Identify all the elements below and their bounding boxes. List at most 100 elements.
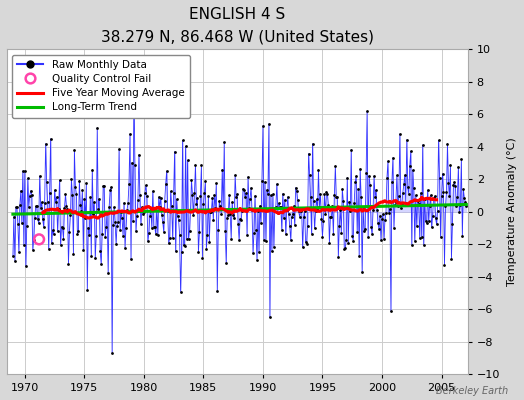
Point bbox=[438, 193, 446, 200]
Point bbox=[178, 137, 187, 144]
Point bbox=[209, 217, 217, 223]
Point bbox=[71, 184, 80, 190]
Point bbox=[242, 190, 250, 196]
Point bbox=[124, 200, 132, 206]
Point bbox=[259, 122, 267, 129]
Point bbox=[384, 158, 392, 164]
Y-axis label: Temperature Anomaly (°C): Temperature Anomaly (°C) bbox=[507, 137, 517, 286]
Point bbox=[178, 249, 186, 256]
Point bbox=[168, 202, 176, 209]
Point bbox=[99, 183, 107, 190]
Point bbox=[308, 140, 316, 147]
Point bbox=[80, 196, 89, 202]
Point bbox=[344, 240, 353, 246]
Point bbox=[72, 190, 81, 197]
Point bbox=[116, 227, 124, 233]
Point bbox=[243, 232, 251, 238]
Point bbox=[34, 215, 42, 222]
Point bbox=[329, 231, 337, 238]
Point bbox=[141, 182, 150, 188]
Point bbox=[410, 185, 418, 191]
Point bbox=[157, 194, 165, 201]
Point bbox=[405, 190, 413, 197]
Point bbox=[444, 180, 453, 186]
Point bbox=[232, 194, 241, 200]
Point bbox=[86, 194, 94, 201]
Point bbox=[433, 208, 442, 214]
Point bbox=[118, 215, 126, 221]
Point bbox=[456, 202, 465, 209]
Point bbox=[366, 182, 374, 188]
Point bbox=[21, 263, 30, 269]
Point bbox=[350, 200, 358, 206]
Point bbox=[290, 222, 299, 228]
Point bbox=[110, 204, 118, 210]
Point bbox=[318, 234, 326, 240]
Point bbox=[35, 236, 43, 242]
Point bbox=[216, 203, 224, 210]
Point bbox=[278, 226, 286, 233]
Point bbox=[287, 236, 295, 243]
Point bbox=[187, 208, 195, 214]
Point bbox=[144, 238, 152, 245]
Point bbox=[439, 188, 447, 195]
Point bbox=[16, 202, 24, 208]
Point bbox=[263, 186, 271, 193]
Point bbox=[293, 197, 302, 203]
Point bbox=[288, 214, 296, 220]
Point bbox=[360, 228, 368, 234]
Point bbox=[217, 210, 225, 217]
Point bbox=[121, 244, 129, 251]
Point bbox=[251, 192, 259, 199]
Point bbox=[197, 162, 205, 168]
Point bbox=[300, 208, 309, 214]
Point bbox=[202, 246, 211, 252]
Point bbox=[15, 249, 23, 256]
Point bbox=[215, 198, 223, 204]
Point bbox=[229, 211, 237, 218]
Point bbox=[87, 252, 95, 259]
Point bbox=[123, 207, 131, 213]
Point bbox=[27, 188, 35, 194]
Point bbox=[332, 194, 341, 200]
Point bbox=[440, 262, 449, 268]
Point bbox=[299, 214, 308, 220]
Point bbox=[271, 204, 280, 210]
Point bbox=[247, 184, 255, 191]
Point bbox=[136, 192, 144, 198]
Point bbox=[245, 205, 253, 212]
Point bbox=[308, 230, 316, 237]
Point bbox=[25, 204, 33, 210]
Point bbox=[331, 163, 340, 169]
Point bbox=[292, 188, 301, 194]
Point bbox=[148, 224, 156, 231]
Point bbox=[38, 216, 47, 222]
Point bbox=[443, 140, 452, 147]
Point bbox=[90, 199, 99, 205]
Point bbox=[401, 200, 410, 206]
Point bbox=[195, 228, 204, 235]
Point bbox=[330, 192, 339, 198]
Point bbox=[270, 205, 279, 212]
Point bbox=[355, 253, 363, 259]
Point bbox=[188, 192, 196, 198]
Point bbox=[102, 224, 111, 230]
Point bbox=[101, 234, 110, 240]
Point bbox=[77, 208, 85, 214]
Point bbox=[401, 172, 409, 178]
Point bbox=[61, 191, 70, 197]
Point bbox=[413, 198, 422, 204]
Point bbox=[96, 248, 104, 254]
Point bbox=[37, 205, 45, 211]
Point bbox=[49, 231, 58, 237]
Point bbox=[75, 177, 83, 184]
Point bbox=[221, 228, 230, 234]
Point bbox=[283, 194, 292, 200]
Point bbox=[203, 232, 212, 238]
Point bbox=[301, 239, 310, 245]
Point bbox=[187, 176, 195, 183]
Point bbox=[390, 224, 398, 231]
Point bbox=[222, 260, 231, 267]
Point bbox=[441, 203, 450, 210]
Point bbox=[408, 242, 416, 248]
